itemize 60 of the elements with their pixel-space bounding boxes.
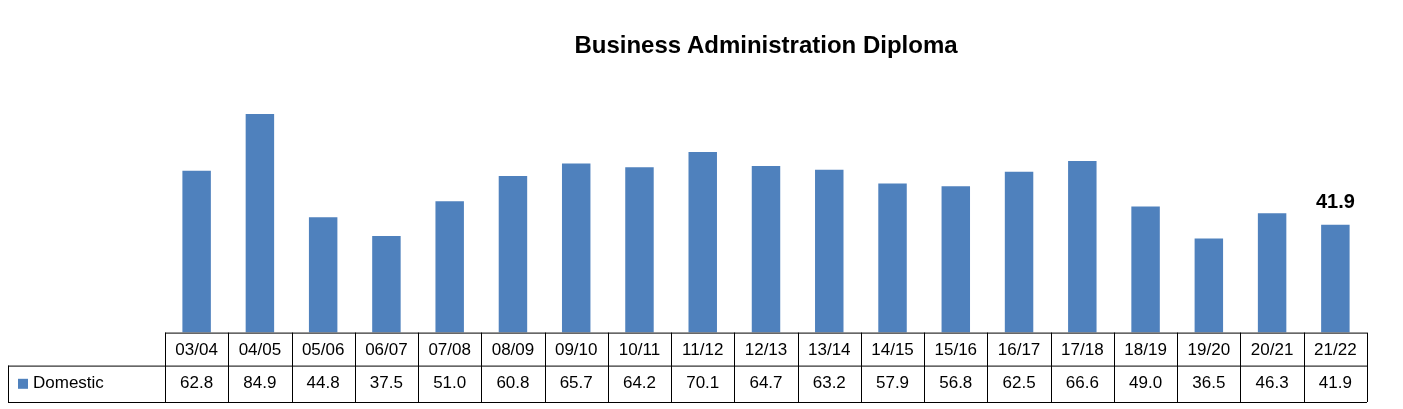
bar [435,201,464,333]
x-tick-label: 10/11 [618,340,661,360]
bar [498,176,528,333]
data-label: 56.8 [939,373,973,393]
x-tick-label: 04/05 [238,340,282,360]
data-label: 64.7 [749,373,783,393]
data-label: 62.5 [1002,373,1036,393]
data-label: 62.8 [180,373,214,393]
bar [182,170,211,333]
data-label: 66.6 [1065,373,1099,393]
bar [815,169,844,333]
x-tick-label: 18/19 [1124,340,1167,360]
x-tick-label: 08/09 [491,340,535,360]
bar [561,163,591,333]
data-label: 63.2 [812,373,846,393]
x-tick-label: 12/13 [744,340,788,360]
data-label: 64.2 [622,373,657,393]
x-tick-label: 13/14 [807,340,851,360]
data-label: 65.7 [559,373,593,393]
bar [1194,238,1224,333]
bar [1131,206,1160,333]
bar [1321,224,1350,333]
data-label: 49.0 [1129,373,1163,393]
chart-title: Business Administration Diploma [574,31,959,59]
data-label: 36.5 [1192,373,1226,393]
data-label: 46.3 [1255,373,1289,393]
x-tick-label: 07/08 [428,340,471,360]
x-tick-label: 11/12 [682,340,724,360]
bar [1068,161,1097,333]
bar [1257,213,1287,333]
annotation: 41.9 [1315,190,1355,213]
x-tick-label: 21/22 [1314,340,1357,360]
x-tick-label: 03/04 [175,340,218,360]
data-label: 37.5 [369,373,403,393]
data-label: 70.1 [686,373,720,393]
data-label: 57.9 [875,373,910,393]
data-label: 51.0 [433,373,467,393]
x-tick-label: 15/16 [934,340,978,360]
x-tick-label: 16/17 [997,340,1041,360]
x-tick-label: 09/10 [554,340,598,360]
x-tick-label: 17/18 [1061,340,1104,360]
x-tick-label: 05/06 [301,340,345,360]
bar [625,167,654,333]
bar [308,217,338,333]
bar [688,152,717,333]
bar [941,186,971,333]
x-tick-label: 06/07 [365,340,408,360]
bar [245,113,275,333]
x-tick-label: 14/15 [871,340,914,360]
bar [1004,171,1034,333]
bar [751,165,781,333]
bar [372,236,401,333]
legend-label: Domestic [33,373,105,393]
data-label: 84.9 [243,373,277,393]
data-label: 60.8 [496,373,530,393]
x-tick-label: 19/20 [1187,340,1231,360]
x-tick-label: 20/21 [1250,340,1294,360]
bar [878,183,907,333]
data-label: 44.8 [306,373,340,393]
data-label: 41.9 [1318,373,1352,393]
